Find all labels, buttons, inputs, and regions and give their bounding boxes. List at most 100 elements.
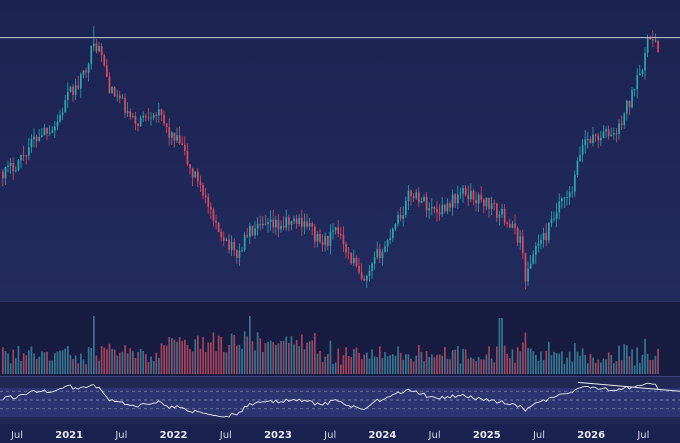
volume-bar (311, 340, 314, 374)
volume-bar (620, 360, 623, 374)
volume-bar (150, 356, 152, 374)
volume-bar (483, 359, 485, 374)
candle-body (280, 225, 282, 230)
candle-body (535, 245, 537, 255)
candle-body (85, 70, 87, 73)
candle-body (597, 135, 600, 141)
candle-body (25, 155, 28, 157)
volume-bar (233, 335, 236, 374)
volume-bar (262, 352, 264, 374)
volume-bar (379, 346, 381, 374)
candle-body (428, 207, 431, 211)
candle-body (20, 154, 22, 161)
volume-bar (644, 338, 646, 374)
volume-bar (618, 345, 620, 374)
candle-body (72, 86, 74, 95)
candle-body (77, 85, 80, 89)
volume-bar (163, 345, 165, 374)
candle-body (223, 237, 225, 241)
volume-bar (438, 354, 441, 374)
candle-body (202, 185, 204, 196)
candle-body (46, 127, 48, 134)
candle-body (441, 204, 444, 215)
volume-bar (158, 357, 160, 374)
candle-body (124, 97, 126, 113)
x-tick-month-label: Jul (428, 430, 441, 441)
candle-body (529, 263, 532, 269)
candle-body (576, 160, 579, 175)
candle-body (314, 226, 316, 242)
candle-body (654, 40, 657, 42)
volume-bar (592, 357, 594, 374)
candle-body (251, 225, 254, 236)
volume-bar (108, 343, 111, 374)
candle-body (496, 203, 498, 218)
volume-bar (220, 336, 223, 374)
candle-body (542, 232, 545, 240)
x-tick-month-label: Jul (323, 430, 336, 441)
candle-body (475, 199, 477, 204)
candle-body (233, 241, 236, 251)
volume-bar (145, 354, 147, 374)
candle-body (54, 126, 56, 131)
candle-body (158, 109, 160, 116)
volume-bar (329, 340, 332, 374)
volume-bar (272, 342, 275, 374)
candle-body (553, 218, 555, 220)
volume-bar (267, 341, 269, 374)
candle-body (113, 86, 116, 97)
volume-bar (152, 360, 155, 374)
candle-body (631, 89, 633, 108)
volume-bar (337, 348, 340, 374)
volume-bar (457, 345, 459, 374)
candle-body (389, 238, 392, 240)
candle-body (184, 144, 186, 152)
candle-body (204, 195, 207, 197)
candle-body (327, 236, 329, 247)
volume-bar (589, 353, 592, 374)
x-tick-year-label: 2024 (368, 430, 396, 441)
candle-body (197, 171, 199, 182)
candle-body (137, 123, 139, 127)
volume-bar (464, 349, 467, 374)
volume-bar (360, 359, 363, 374)
volume-bar (17, 345, 20, 374)
volume-bar (199, 348, 202, 374)
volume-bar (116, 355, 119, 374)
candle-body (43, 127, 46, 136)
volume-bar (646, 353, 649, 374)
volume-bar (290, 336, 293, 374)
candle-body (308, 223, 311, 227)
volume-bar (215, 351, 217, 374)
volume-bar (574, 343, 576, 374)
volume-bar (95, 355, 98, 374)
volume-bar (355, 347, 358, 374)
candle-body (51, 130, 54, 134)
candle-body (82, 70, 85, 75)
volume-bar (316, 353, 319, 374)
candle-body (178, 135, 181, 144)
volume-bar (207, 342, 210, 374)
volume-bar (134, 357, 137, 374)
volume-bar (532, 351, 535, 374)
candle-body (74, 85, 77, 95)
volume-bar (386, 356, 389, 374)
volume-bar (490, 358, 493, 374)
volume-bar (275, 344, 277, 374)
volume-bar (631, 349, 633, 374)
volume-bar (259, 338, 262, 374)
candle-body (176, 135, 178, 141)
candle-body (293, 218, 295, 222)
candle-body (373, 257, 376, 264)
volume-bar (82, 359, 85, 374)
x-tick-year-label: 2025 (473, 430, 501, 441)
candle-body (345, 244, 347, 253)
volume-bar (59, 350, 61, 374)
volume-bar (186, 344, 189, 374)
candle-body (199, 181, 202, 186)
candle-body (457, 194, 459, 204)
candle-body (236, 250, 238, 258)
volume-bar (28, 350, 30, 374)
axis-background (0, 424, 680, 443)
